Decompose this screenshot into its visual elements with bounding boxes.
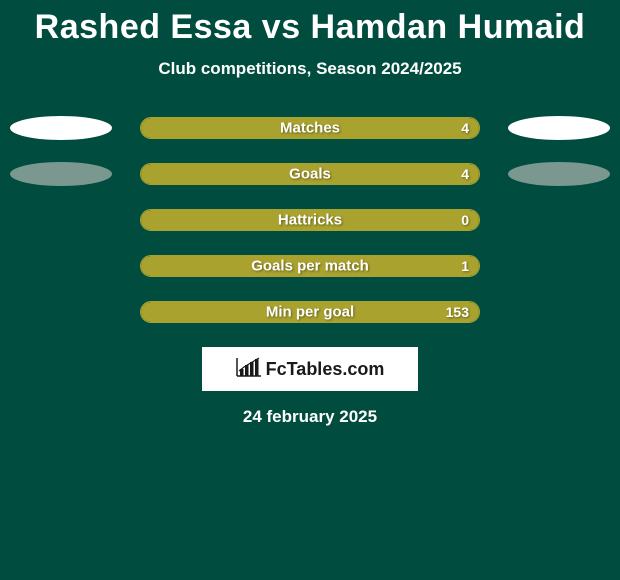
stat-label: Matches	[280, 120, 340, 137]
stats-container: Matches 4 Goals 4 Hattricks 0 Goals per …	[0, 117, 620, 323]
stat-value: 4	[461, 120, 469, 136]
right-marker-ellipse	[508, 116, 610, 140]
left-marker-ellipse	[10, 162, 112, 186]
stat-row-goals: Goals 4	[0, 163, 620, 185]
stat-bar: Goals 4	[140, 163, 480, 185]
stat-row-matches: Matches 4	[0, 117, 620, 139]
date-label: 24 february 2025	[0, 407, 620, 427]
stat-row-goals-per-match: Goals per match 1	[0, 255, 620, 277]
stat-label: Min per goal	[266, 304, 354, 321]
stat-bar: Min per goal 153	[140, 301, 480, 323]
left-marker-ellipse	[10, 116, 112, 140]
stat-value: 0	[461, 212, 469, 228]
logo-label: FcTables.com	[266, 359, 385, 380]
comparison-subtitle: Club competitions, Season 2024/2025	[0, 59, 620, 79]
stat-value: 4	[461, 166, 469, 182]
stat-bar: Hattricks 0	[140, 209, 480, 231]
stat-bar: Goals per match 1	[140, 255, 480, 277]
stat-row-hattricks: Hattricks 0	[0, 209, 620, 231]
stat-value: 153	[446, 304, 469, 320]
stat-bar: Matches 4	[140, 117, 480, 139]
fctables-logo[interactable]: FcTables.com	[202, 347, 418, 391]
stat-label: Goals	[289, 166, 331, 183]
bar-chart-icon	[236, 357, 262, 382]
stat-value: 1	[461, 258, 469, 274]
right-marker-ellipse	[508, 162, 610, 186]
stat-label: Goals per match	[251, 258, 369, 275]
comparison-title: Rashed Essa vs Hamdan Humaid	[0, 0, 620, 47]
stat-row-min-per-goal: Min per goal 153	[0, 301, 620, 323]
stat-label: Hattricks	[278, 212, 342, 229]
logo-content: FcTables.com	[236, 357, 385, 382]
